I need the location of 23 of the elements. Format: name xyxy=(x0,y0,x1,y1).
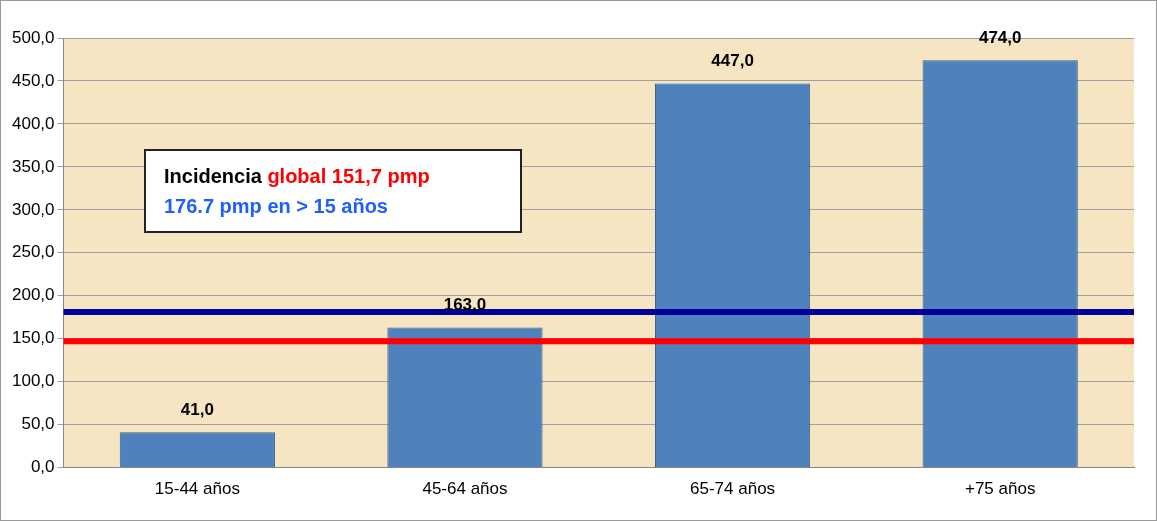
y-tick-label: 400,0 xyxy=(11,113,55,133)
y-tick-label: 100,0 xyxy=(11,371,55,391)
annotation: global 151,7 pmp xyxy=(267,165,430,187)
y-tick-label: 200,0 xyxy=(11,285,55,305)
data-label: 163,0 xyxy=(443,294,487,314)
y-tick-label: 300,0 xyxy=(11,199,55,219)
data-label: 447,0 xyxy=(711,50,754,70)
data-label: 41,0 xyxy=(180,399,214,419)
x-tick-label: 65-74 años xyxy=(690,479,776,499)
x-tick-label: 45-64 años xyxy=(422,479,508,499)
data-label: 474,0 xyxy=(978,27,1022,47)
y-tick-label: 250,0 xyxy=(11,242,55,262)
y-tick-label: 150,0 xyxy=(11,328,55,348)
annotation: 176.7 pmp en > 15 años xyxy=(164,194,389,219)
annotation: Incidencia xyxy=(164,165,263,187)
y-tick-label: 350,0 xyxy=(11,156,55,176)
y-tick-label: 450,0 xyxy=(11,70,55,90)
note-box: Incidencia global 151,7 pmp 176.7 pmp en > 15 años xyxy=(144,149,522,233)
x-tick-label: +75 años xyxy=(964,479,1036,499)
x-tick-label: 15-44 años xyxy=(154,479,240,499)
y-tick-label: 50,0 xyxy=(21,414,55,434)
y-tick-label: 0,0 xyxy=(30,457,55,477)
y-tick-label: 500,0 xyxy=(11,27,55,47)
